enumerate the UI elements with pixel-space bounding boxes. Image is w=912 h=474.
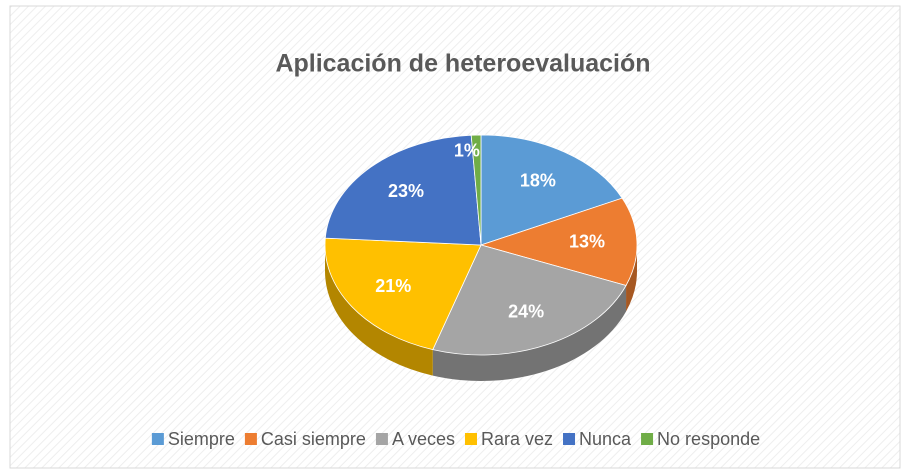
slice	[324, 237, 482, 351]
legend-swatch	[375, 433, 388, 445]
legend-label: Rara vez	[481, 429, 553, 449]
slice	[432, 244, 627, 356]
slice-side	[432, 285, 627, 381]
data-label: 23%	[388, 181, 424, 201]
legend-label: Siempre	[168, 429, 235, 449]
legend-item: Casi siempre	[244, 429, 366, 449]
data-label: 18%	[520, 171, 556, 191]
data-label: 13%	[569, 231, 605, 251]
legend-swatch	[563, 433, 576, 445]
data-label: 24%	[508, 301, 544, 321]
slice-side	[626, 245, 637, 312]
legend-label: Casi siempre	[261, 429, 366, 449]
legend-label: A veces	[392, 429, 455, 449]
legend-item: Siempre	[151, 429, 235, 449]
legend-item: Nunca	[563, 429, 632, 449]
legend-swatch	[151, 433, 164, 445]
slice-side	[325, 245, 433, 376]
slice	[479, 197, 638, 286]
legend-label: No responde	[657, 429, 760, 449]
slice	[480, 134, 623, 246]
legend-item: Rara vez	[464, 429, 553, 449]
legend-swatch	[244, 433, 257, 445]
legend-swatch	[464, 433, 477, 445]
legend-item: No responde	[641, 429, 760, 449]
data-label: 1%	[454, 140, 480, 160]
legend-label: Nunca	[579, 429, 632, 449]
slice	[470, 134, 482, 246]
slice	[324, 134, 482, 246]
data-label: 21%	[375, 276, 411, 296]
chart-title: Aplicación de heteroevaluación	[275, 50, 650, 78]
legend-swatch	[641, 433, 654, 445]
legend-item: A veces	[375, 429, 455, 449]
